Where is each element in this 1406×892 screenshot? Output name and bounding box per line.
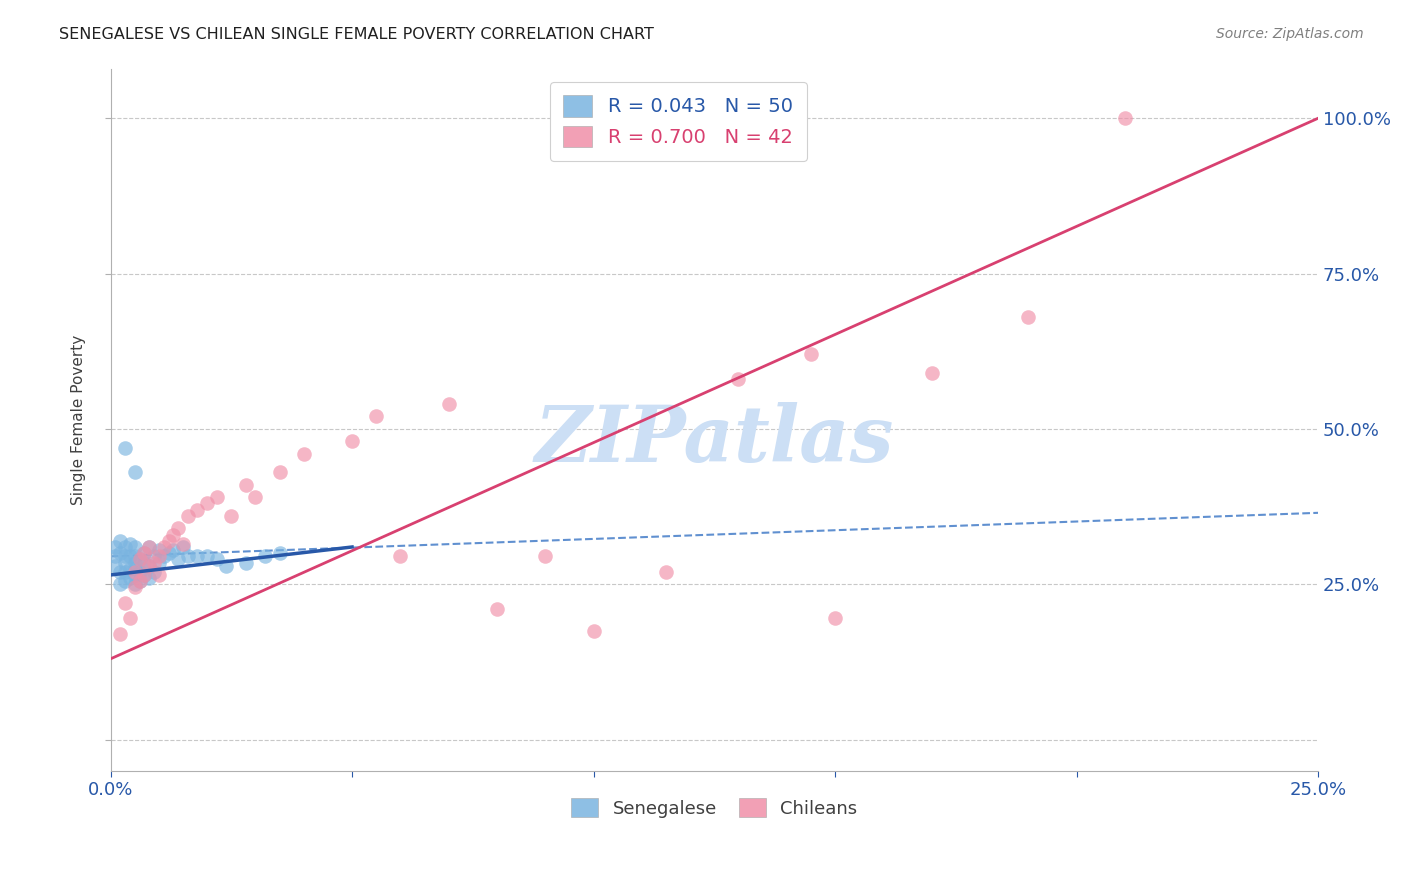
Legend: Senegalese, Chileans: Senegalese, Chileans <box>564 790 865 825</box>
Point <box>389 549 412 564</box>
Point <box>269 466 291 480</box>
Text: Source: ZipAtlas.com: Source: ZipAtlas.com <box>1216 27 1364 41</box>
Point <box>824 611 846 625</box>
Point <box>124 565 146 579</box>
Point <box>172 540 194 554</box>
Point <box>215 558 238 573</box>
Point <box>157 533 180 548</box>
Point <box>143 565 166 579</box>
Point <box>114 441 136 455</box>
Point <box>134 546 156 560</box>
Point <box>124 540 146 554</box>
Point <box>108 565 131 579</box>
Point <box>128 552 150 566</box>
Point <box>152 549 174 564</box>
Point <box>124 568 146 582</box>
Point <box>114 574 136 589</box>
Point <box>143 549 166 564</box>
Point <box>162 543 184 558</box>
Point <box>727 372 749 386</box>
Point <box>195 549 218 564</box>
Point <box>245 490 267 504</box>
Point <box>162 527 184 541</box>
Point <box>108 546 131 560</box>
Point <box>152 540 174 554</box>
Point <box>138 540 160 554</box>
Point <box>148 543 170 558</box>
Point <box>124 562 146 576</box>
Point <box>195 496 218 510</box>
Point <box>143 556 166 570</box>
Point <box>148 568 170 582</box>
Point <box>118 537 141 551</box>
Point <box>800 347 823 361</box>
Point <box>104 558 127 573</box>
Point <box>205 552 228 566</box>
Point <box>921 366 943 380</box>
Point <box>118 562 141 576</box>
Point <box>172 537 194 551</box>
Point <box>124 580 146 594</box>
Point <box>138 571 160 585</box>
Point <box>157 546 180 560</box>
Point <box>108 627 131 641</box>
Point <box>118 571 141 585</box>
Point <box>104 540 127 554</box>
Point <box>366 409 388 424</box>
Text: ZIPatlas: ZIPatlas <box>534 402 894 479</box>
Point <box>108 577 131 591</box>
Point <box>269 546 291 560</box>
Point <box>340 434 363 449</box>
Point <box>134 568 156 582</box>
Point <box>655 565 678 579</box>
Point <box>292 447 315 461</box>
Point <box>1114 112 1136 126</box>
Point <box>148 556 170 570</box>
Point <box>186 502 208 516</box>
Y-axis label: Single Female Poverty: Single Female Poverty <box>72 334 86 505</box>
Point <box>118 549 141 564</box>
Point <box>114 565 136 579</box>
Point <box>177 508 200 523</box>
Point <box>148 549 170 564</box>
Point <box>128 552 150 566</box>
Point <box>254 549 277 564</box>
Point <box>104 549 127 564</box>
Point <box>124 577 146 591</box>
Point <box>205 490 228 504</box>
Point <box>118 611 141 625</box>
Point <box>235 556 257 570</box>
Point <box>124 549 146 564</box>
Point <box>128 574 150 589</box>
Point <box>114 549 136 564</box>
Point <box>534 549 557 564</box>
Point <box>177 549 200 564</box>
Point <box>235 478 257 492</box>
Point <box>138 558 160 573</box>
Point <box>1017 310 1039 324</box>
Point <box>108 533 131 548</box>
Point <box>114 540 136 554</box>
Point <box>124 466 146 480</box>
Point <box>138 540 160 554</box>
Point <box>128 565 150 579</box>
Point <box>221 508 243 523</box>
Point <box>582 624 605 638</box>
Point <box>167 552 190 566</box>
Point <box>167 521 190 535</box>
Point <box>138 558 160 573</box>
Point <box>134 556 156 570</box>
Point <box>134 568 156 582</box>
Point <box>124 556 146 570</box>
Point <box>128 574 150 589</box>
Point <box>134 546 156 560</box>
Text: SENEGALESE VS CHILEAN SINGLE FEMALE POVERTY CORRELATION CHART: SENEGALESE VS CHILEAN SINGLE FEMALE POVE… <box>59 27 654 42</box>
Point <box>186 549 208 564</box>
Point <box>437 397 460 411</box>
Point <box>485 602 508 616</box>
Point <box>114 596 136 610</box>
Point <box>114 556 136 570</box>
